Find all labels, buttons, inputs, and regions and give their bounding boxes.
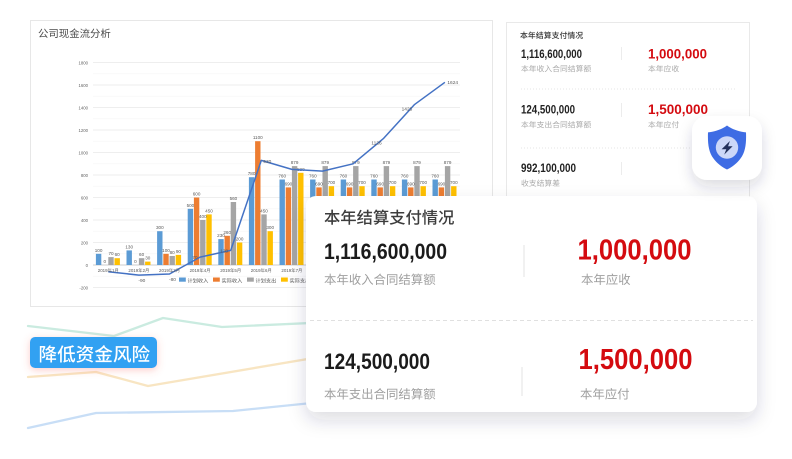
svg-text:1,500,000: 1,500,000 — [579, 344, 693, 376]
svg-text:760: 760 — [370, 174, 378, 179]
svg-text:1600: 1600 — [78, 83, 88, 88]
svg-text:0: 0 — [86, 263, 89, 268]
svg-text:760: 760 — [309, 174, 317, 179]
svg-text:879: 879 — [413, 160, 421, 165]
svg-text:-200: -200 — [79, 285, 88, 290]
svg-text:760: 760 — [340, 174, 348, 179]
svg-text:400: 400 — [81, 218, 89, 223]
svg-text:879: 879 — [383, 160, 391, 165]
svg-text:1: 1 — [112, 268, 115, 273]
svg-text:2019: 2019 — [251, 268, 261, 273]
svg-text:1,116,600,000: 1,116,600,000 — [521, 49, 582, 61]
svg-text:1,000,000: 1,000,000 — [578, 235, 692, 267]
svg-text:690: 690 — [376, 181, 384, 186]
svg-text:2019: 2019 — [159, 268, 169, 273]
svg-text:1,500,000: 1,500,000 — [648, 101, 708, 117]
svg-text:930: 930 — [263, 159, 271, 165]
svg-text:1200: 1200 — [78, 128, 88, 133]
svg-text:879: 879 — [444, 160, 452, 165]
svg-text:70: 70 — [108, 251, 114, 256]
svg-text:6: 6 — [265, 268, 268, 273]
svg-text:400: 400 — [199, 214, 207, 219]
svg-text:130: 130 — [125, 244, 133, 249]
svg-text:60: 60 — [139, 252, 145, 257]
svg-text:70: 70 — [192, 255, 198, 261]
svg-text:90: 90 — [176, 249, 182, 254]
svg-text:992,100,000: 992,100,000 — [521, 163, 576, 175]
svg-text:2019: 2019 — [98, 268, 108, 273]
svg-text:60: 60 — [115, 252, 121, 257]
svg-text:879: 879 — [291, 160, 299, 165]
svg-text:1,000,000: 1,000,000 — [648, 46, 707, 62]
svg-text:1126: 1126 — [371, 140, 382, 146]
svg-text:690: 690 — [407, 181, 415, 186]
svg-text:30: 30 — [145, 256, 151, 261]
svg-text:300: 300 — [156, 225, 164, 230]
svg-text:-80: -80 — [169, 277, 176, 283]
svg-text:879: 879 — [321, 160, 329, 165]
svg-text:700: 700 — [389, 180, 397, 185]
svg-text:2019: 2019 — [190, 268, 200, 273]
svg-text:100: 100 — [162, 248, 170, 253]
svg-text:700: 700 — [419, 180, 427, 185]
svg-text:2019: 2019 — [281, 268, 291, 273]
svg-text:200: 200 — [236, 237, 244, 242]
svg-text:700: 700 — [358, 180, 366, 185]
svg-text:1,116,600,000: 1,116,600,000 — [324, 239, 447, 264]
svg-text:1425: 1425 — [402, 107, 413, 113]
svg-text:124,500,000: 124,500,000 — [324, 349, 430, 374]
svg-text:1800: 1800 — [78, 60, 88, 65]
svg-text:200: 200 — [81, 240, 89, 245]
svg-text:0: 0 — [134, 259, 137, 264]
svg-text:80: 80 — [170, 250, 176, 255]
svg-text:760: 760 — [401, 174, 409, 179]
svg-text:1100: 1100 — [253, 135, 263, 140]
svg-text:2019: 2019 — [220, 268, 230, 273]
svg-text:600: 600 — [193, 192, 201, 197]
svg-text:760: 760 — [278, 174, 286, 179]
svg-text:0: 0 — [104, 259, 107, 264]
svg-text:879: 879 — [352, 160, 360, 165]
svg-text:690: 690 — [346, 181, 354, 186]
svg-text:2: 2 — [143, 268, 146, 273]
svg-text:780: 780 — [248, 171, 256, 176]
svg-text:600: 600 — [81, 195, 89, 200]
svg-text:130: 130 — [220, 248, 228, 254]
svg-text:560: 560 — [230, 196, 238, 201]
svg-text:690: 690 — [438, 181, 446, 186]
svg-text:700: 700 — [450, 180, 458, 185]
svg-text:760: 760 — [431, 174, 439, 179]
svg-text:1624: 1624 — [447, 80, 458, 86]
svg-text:800: 800 — [81, 173, 89, 178]
svg-text:100: 100 — [95, 248, 103, 253]
svg-text:1000: 1000 — [78, 150, 88, 155]
svg-text:4: 4 — [204, 268, 207, 273]
svg-text:260: 260 — [223, 230, 231, 235]
svg-text:690: 690 — [315, 181, 323, 186]
svg-text:-90: -90 — [138, 278, 145, 284]
svg-text:500: 500 — [187, 203, 195, 208]
svg-text:300: 300 — [266, 225, 274, 230]
svg-text:3: 3 — [173, 268, 176, 273]
svg-text:690: 690 — [285, 181, 293, 186]
svg-text:124,500,000: 124,500,000 — [521, 105, 575, 117]
svg-text:450: 450 — [205, 208, 213, 213]
svg-text:1400: 1400 — [78, 105, 88, 110]
svg-text:7: 7 — [296, 268, 299, 273]
svg-text:450: 450 — [260, 208, 268, 213]
svg-text:700: 700 — [328, 180, 336, 185]
svg-text:5: 5 — [234, 268, 237, 273]
svg-text:2019: 2019 — [128, 268, 138, 273]
svg-text:230: 230 — [217, 233, 225, 238]
